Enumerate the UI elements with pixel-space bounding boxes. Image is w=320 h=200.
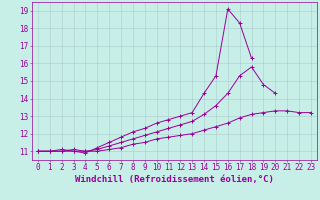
X-axis label: Windchill (Refroidissement éolien,°C): Windchill (Refroidissement éolien,°C): [75, 175, 274, 184]
